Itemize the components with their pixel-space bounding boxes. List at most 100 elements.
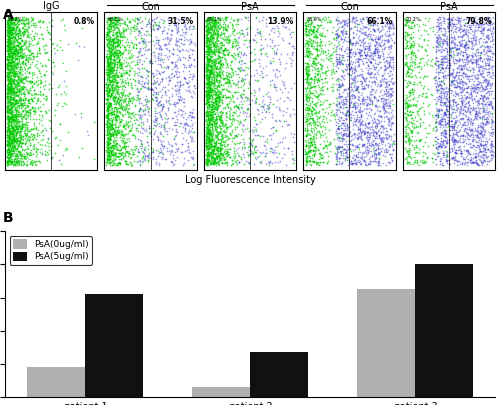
- Point: [311, 92, 319, 99]
- Point: [476, 153, 484, 159]
- Point: [204, 58, 212, 64]
- Point: [360, 131, 368, 137]
- Point: [213, 63, 221, 69]
- Point: [21, 74, 29, 81]
- Point: [308, 26, 316, 32]
- Point: [166, 77, 174, 83]
- Point: [336, 144, 344, 151]
- Point: [5, 113, 13, 120]
- Point: [456, 33, 464, 40]
- Point: [154, 102, 162, 109]
- Point: [104, 102, 112, 109]
- Point: [8, 88, 16, 94]
- Point: [483, 145, 491, 152]
- Point: [442, 153, 450, 160]
- Point: [432, 94, 440, 100]
- Point: [12, 122, 20, 129]
- Point: [257, 32, 265, 39]
- Point: [462, 140, 470, 147]
- Point: [446, 52, 454, 58]
- Point: [214, 137, 222, 143]
- Point: [12, 37, 20, 44]
- Point: [446, 61, 454, 68]
- Point: [205, 76, 213, 83]
- Point: [308, 136, 316, 142]
- Point: [338, 135, 346, 142]
- Point: [308, 94, 316, 101]
- Point: [310, 119, 318, 126]
- Point: [202, 158, 210, 165]
- Point: [202, 128, 210, 135]
- Point: [20, 159, 28, 166]
- Point: [102, 53, 110, 59]
- Point: [12, 81, 20, 88]
- Point: [104, 117, 112, 124]
- Point: [324, 64, 332, 70]
- Point: [39, 19, 47, 26]
- Point: [223, 123, 231, 130]
- Point: [488, 119, 496, 126]
- Point: [265, 105, 273, 112]
- Point: [459, 110, 467, 116]
- Point: [129, 131, 137, 138]
- Point: [447, 118, 455, 124]
- Point: [329, 45, 337, 51]
- Point: [107, 49, 115, 55]
- Point: [452, 131, 460, 137]
- Point: [202, 43, 210, 49]
- Point: [216, 45, 224, 52]
- Point: [450, 121, 458, 127]
- Point: [389, 30, 397, 36]
- Point: [114, 83, 122, 90]
- Point: [429, 150, 437, 157]
- Point: [4, 62, 12, 68]
- Point: [352, 141, 360, 148]
- Point: [265, 14, 273, 21]
- Point: [266, 30, 274, 37]
- Point: [249, 128, 257, 135]
- Point: [436, 14, 444, 20]
- Point: [225, 146, 233, 152]
- Point: [132, 82, 140, 88]
- Point: [236, 103, 244, 110]
- Point: [488, 111, 496, 117]
- Point: [172, 141, 180, 147]
- Point: [352, 93, 360, 100]
- Point: [442, 64, 450, 71]
- Point: [480, 42, 488, 49]
- Point: [314, 45, 322, 52]
- Point: [10, 27, 18, 33]
- Point: [338, 24, 346, 30]
- Point: [109, 19, 117, 25]
- Point: [221, 139, 229, 145]
- Point: [210, 58, 218, 64]
- Point: [4, 107, 12, 113]
- Point: [342, 66, 350, 72]
- Point: [106, 81, 114, 87]
- Point: [145, 67, 153, 74]
- Point: [384, 38, 392, 44]
- Point: [212, 156, 220, 163]
- Point: [4, 133, 12, 139]
- Point: [116, 31, 124, 37]
- Point: [212, 152, 220, 159]
- Point: [10, 26, 18, 32]
- Point: [16, 128, 24, 134]
- Point: [342, 46, 350, 53]
- Point: [150, 80, 158, 86]
- Point: [451, 84, 459, 90]
- Point: [120, 105, 128, 111]
- Point: [106, 51, 114, 58]
- Point: [230, 158, 238, 164]
- Point: [464, 83, 472, 90]
- Point: [304, 71, 312, 77]
- Point: [16, 133, 24, 140]
- Point: [332, 35, 340, 41]
- Point: [376, 136, 384, 142]
- Point: [6, 42, 14, 48]
- Point: [105, 116, 113, 123]
- Point: [216, 44, 224, 51]
- Point: [402, 43, 409, 49]
- Point: [6, 118, 14, 124]
- Point: [458, 66, 466, 72]
